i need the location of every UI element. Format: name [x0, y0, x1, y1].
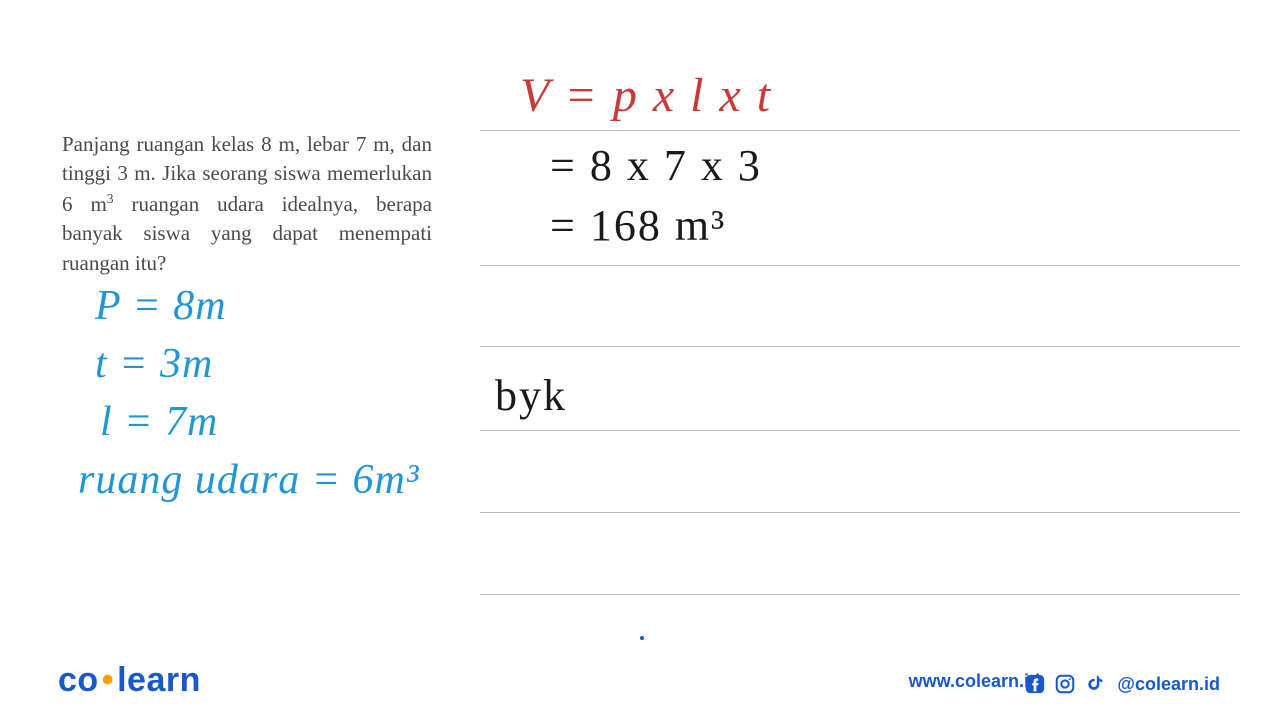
tiktok-icon — [1083, 672, 1107, 696]
footer: co•learn www.colearn.id @colearn.id — [0, 662, 1280, 702]
facebook-icon — [1023, 672, 1047, 696]
handwritten-l: l = 7m — [100, 398, 218, 446]
handwritten-step-2: = 168 m³ — [550, 200, 726, 251]
problem-text: Panjang ruangan kelas 8 m, lebar 7 m, da… — [62, 130, 432, 278]
rule-line — [480, 265, 1240, 266]
social-group: @colearn.id — [1023, 672, 1220, 696]
handwritten-step-1: = 8 x 7 x 3 — [550, 140, 762, 191]
handwritten-ruang: ruang udara = 6m³ — [78, 456, 419, 504]
handwritten-byk: byk — [495, 370, 567, 421]
footer-url: www.colearn.id — [909, 671, 1040, 692]
handwritten-t: t = 3m — [95, 340, 213, 388]
rule-line — [480, 130, 1240, 131]
rule-line — [480, 512, 1240, 513]
handwritten-formula-red: V = p x l x t — [520, 68, 772, 123]
stray-dot — [640, 636, 644, 640]
instagram-icon — [1053, 672, 1077, 696]
rule-line — [480, 430, 1240, 431]
rule-line — [480, 594, 1240, 595]
brand-logo: co•learn — [58, 661, 201, 700]
rule-line — [480, 346, 1240, 347]
social-handle: @colearn.id — [1117, 674, 1220, 695]
logo-dot: • — [99, 661, 117, 699]
handwritten-p: P = 8m — [95, 282, 227, 330]
logo-learn: learn — [117, 661, 201, 699]
logo-co: co — [58, 661, 99, 699]
